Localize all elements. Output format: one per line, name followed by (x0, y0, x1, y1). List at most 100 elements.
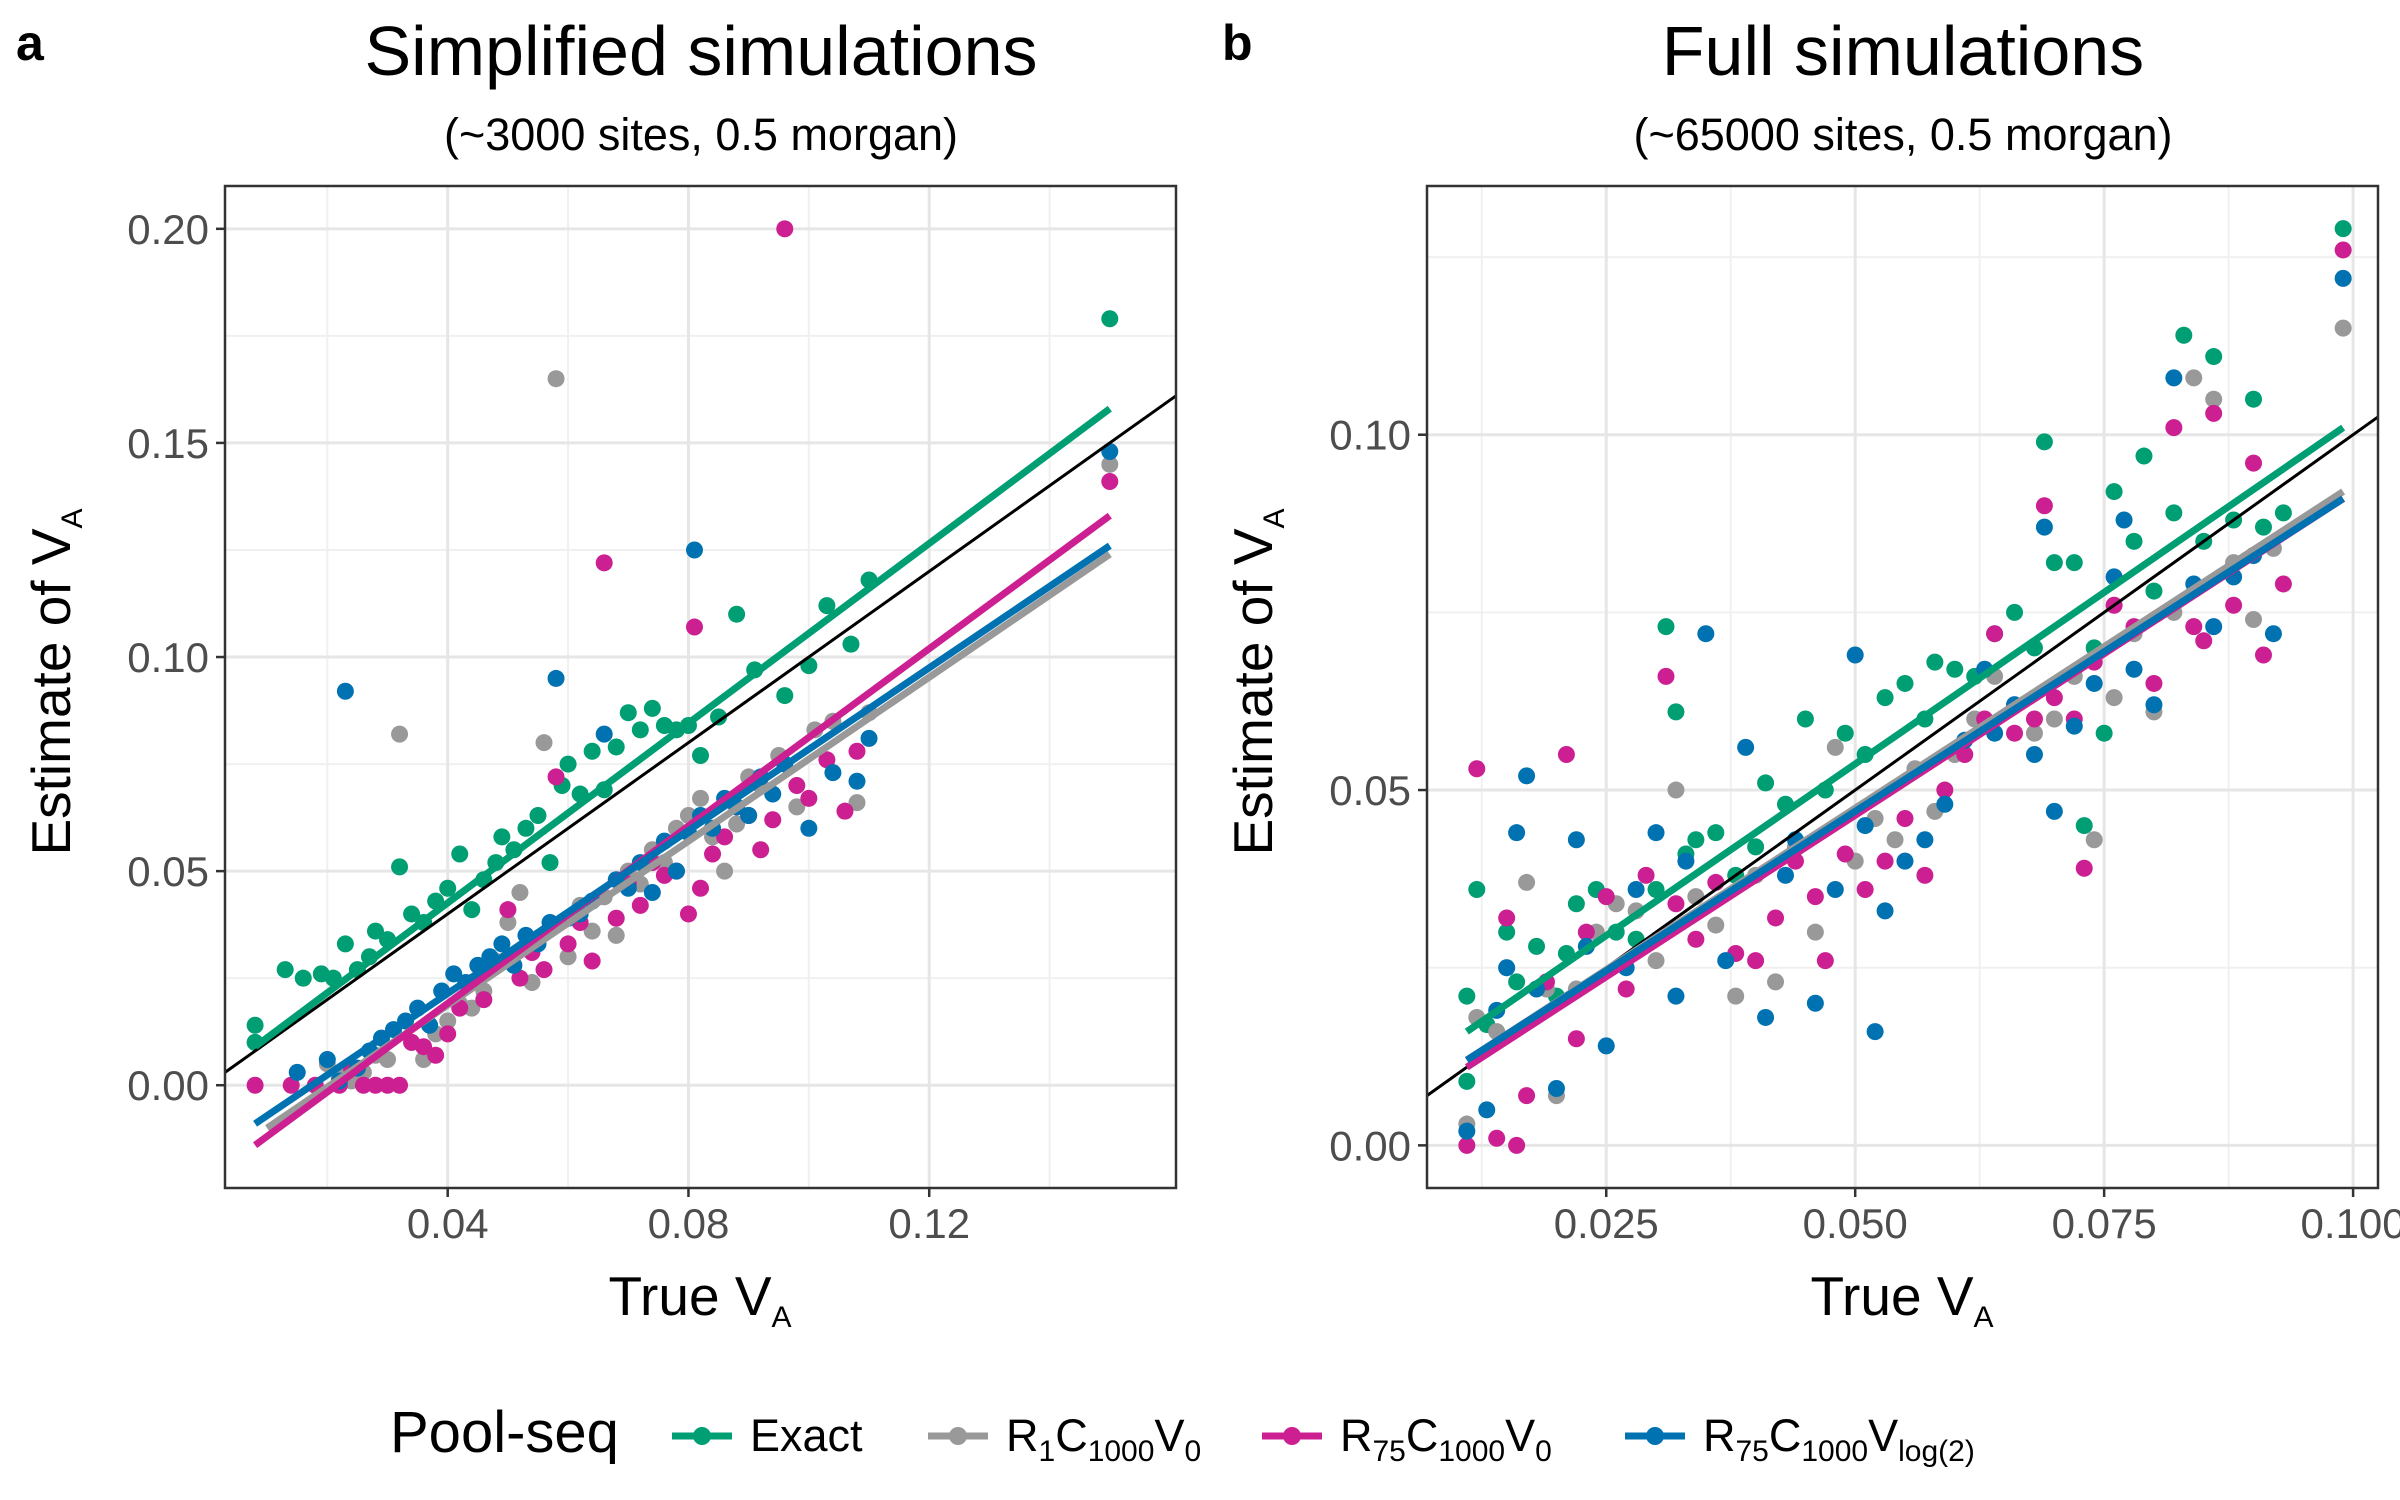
data-point-r1 (1886, 831, 1904, 849)
data-point-exact (1647, 881, 1665, 899)
data-point-r75vlog (1776, 866, 1794, 884)
data-point-r75v0 (427, 1046, 445, 1064)
data-point-r75v0 (1806, 888, 1824, 906)
y-axis-label-b: Estimate of VA (1222, 508, 1291, 855)
data-point-r1 (848, 794, 866, 812)
data-point-r75v0 (1876, 852, 1894, 870)
data-point-exact (463, 901, 481, 919)
panel-b-subtitle: (~65000 sites, 0.5 morgan) (1633, 109, 2172, 160)
data-point-exact (2334, 220, 2352, 238)
data-point-exact (1468, 881, 1486, 899)
data-point-exact (276, 961, 294, 979)
x-axis-label-subscript: A (772, 1301, 792, 1334)
y-axis-label-subscript: A (56, 508, 89, 528)
data-point-exact (2035, 433, 2053, 451)
data-point-exact (529, 806, 547, 824)
data-point-r75v0 (2225, 596, 2243, 614)
data-point-r75vlog (1627, 881, 1645, 899)
data-point-r75v0 (1468, 760, 1486, 778)
data-point-exact (493, 828, 511, 846)
data-point-r75vlog (667, 862, 685, 880)
y-tick-labels-b: 0.00 0.05 0.10 (1329, 412, 1411, 1170)
data-point-r75v0 (2254, 646, 2272, 664)
data-point-r1 (499, 914, 517, 932)
data-point-r75v0 (246, 1076, 264, 1094)
data-point-r75v0 (679, 905, 697, 923)
data-point-r75v0 (692, 879, 709, 897)
data-point-r75v0 (1767, 909, 1785, 927)
data-point-exact (1508, 973, 1526, 991)
identity-line (225, 394, 1176, 1074)
data-point-exact (336, 935, 354, 953)
data-point-r75vlog (595, 725, 613, 743)
data-point-r1 (1727, 987, 1745, 1005)
data-point-r1 (1518, 873, 1536, 891)
data-point-r75v0 (1816, 952, 1834, 970)
data-point-r75v0 (1747, 952, 1765, 970)
data-point-exact (776, 687, 794, 705)
data-point-exact (451, 845, 469, 863)
data-point-r75vlog (1677, 852, 1695, 870)
data-point-r75v0 (1836, 845, 1854, 863)
data-point-r75v0 (716, 828, 734, 846)
data-point-r75vlog (1567, 831, 1585, 849)
data-point-r1 (1647, 952, 1665, 970)
data-point-r1 (716, 862, 734, 880)
x-axis-label-b: True VA (1810, 1265, 1993, 1334)
legend-key-r75v0 (1262, 1427, 1322, 1445)
plot-area-b (1418, 184, 2380, 1197)
data-point-exact (1657, 618, 1675, 636)
data-point-r75vlog (643, 884, 661, 902)
x-axis-label-text: True V (608, 1265, 771, 1327)
x-tick-label: 0.12 (888, 1200, 970, 1247)
data-point-r75v0 (776, 220, 794, 238)
x-axis-label-a: True VA (608, 1265, 791, 1334)
data-point-r75v0 (685, 618, 703, 636)
data-point-r1 (2185, 369, 2203, 387)
data-point-r75vlog (1757, 1008, 1775, 1026)
data-point-r75vlog (1856, 817, 1874, 835)
data-point-r1 (391, 725, 409, 743)
data-point-exact (2125, 532, 2143, 550)
data-point-r75v0 (848, 742, 866, 760)
data-point-exact (607, 738, 625, 756)
data-point-exact (439, 879, 457, 897)
data-point-r1 (511, 884, 529, 902)
data-point-r75vlog (2065, 717, 2083, 735)
data-point-r1 (559, 948, 577, 966)
data-point-r75vlog (740, 806, 758, 824)
data-point-r75v0 (1617, 980, 1635, 998)
y-axis-label-text: Estimate of V (1222, 528, 1284, 855)
data-point-r1 (692, 789, 709, 807)
data-point-exact (2006, 603, 2024, 621)
data-point-r75v0 (1916, 866, 1934, 884)
data-point-r75vlog (2165, 369, 2183, 387)
data-point-r75vlog (288, 1063, 306, 1081)
data-point-r75v0 (1488, 1129, 1506, 1147)
data-point-r75v0 (511, 969, 529, 987)
data-point-r75v0 (1458, 1136, 1476, 1154)
data-point-exact (2135, 447, 2153, 465)
data-point-exact (710, 708, 728, 726)
data-point-r1 (2205, 390, 2223, 408)
data-point-r1 (2105, 689, 2123, 707)
data-point-r75v0 (439, 1025, 457, 1043)
data-point-r75vlog (860, 729, 878, 747)
data-point-r75v0 (2075, 859, 2093, 877)
data-point-r75v0 (1577, 923, 1595, 941)
data-point-exact (1747, 838, 1765, 856)
data-point-r75vlog (2334, 269, 2352, 287)
plot-marks (225, 220, 1176, 1148)
data-point-r75v0 (391, 1076, 409, 1094)
data-point-exact (1458, 1072, 1476, 1090)
data-point-r1 (2045, 710, 2063, 728)
legend-title: Pool-seq (390, 1400, 619, 1465)
data-point-r75vlog (824, 764, 842, 782)
data-point-r75v0 (2145, 674, 2163, 692)
data-point-r75vlog (2085, 674, 2103, 692)
data-point-r75v0 (1597, 888, 1615, 906)
x-tick-label: 0.08 (648, 1200, 730, 1247)
data-point-exact (1926, 653, 1944, 671)
data-point-r75v0 (415, 1038, 433, 1056)
